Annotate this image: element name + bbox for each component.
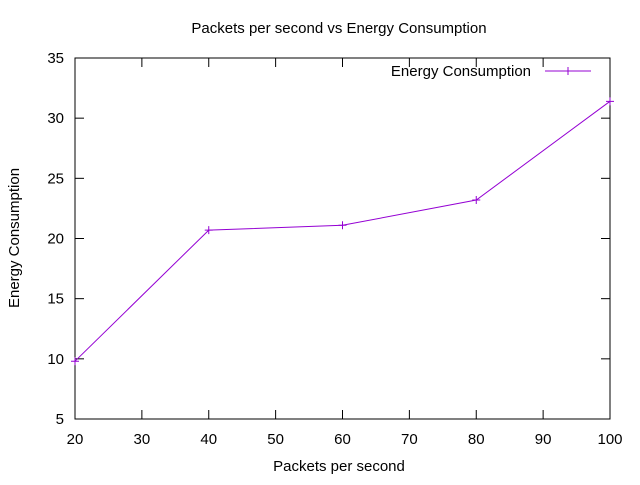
x-tick-label: 80 bbox=[468, 431, 485, 448]
data-point-marker bbox=[71, 357, 79, 366]
x-tick-label: 70 bbox=[401, 431, 418, 448]
data-point-marker bbox=[472, 195, 481, 204]
data-point-marker bbox=[204, 226, 213, 235]
x-tick-label: 20 bbox=[67, 431, 84, 448]
y-tick-label: 35 bbox=[47, 50, 64, 67]
y-tick-label: 25 bbox=[47, 170, 64, 187]
y-tick-label: 15 bbox=[47, 291, 64, 308]
x-tick-label: 60 bbox=[334, 431, 351, 448]
y-tick-label: 20 bbox=[47, 231, 64, 248]
y-tick-label: 5 bbox=[56, 411, 64, 428]
data-point-marker bbox=[338, 221, 347, 230]
axes: 20 30 40 50 60 70 80 90 100 5 10 15 20 25 30 35 bbox=[47, 50, 622, 448]
data-point-marker bbox=[606, 97, 614, 106]
legend-label: Energy Consumption bbox=[391, 63, 531, 80]
y-tick-label: 30 bbox=[47, 110, 64, 127]
x-axis-label: Packets per second bbox=[273, 458, 405, 475]
chart-title: Packets per second vs Energy Consumption bbox=[191, 20, 486, 37]
x-tick-label: 50 bbox=[267, 431, 284, 448]
x-tick-label: 100 bbox=[597, 431, 622, 448]
legend: Energy Consumption bbox=[391, 63, 591, 80]
x-tick-label: 40 bbox=[200, 431, 217, 448]
x-tick-label: 30 bbox=[134, 431, 151, 448]
x-tick-label: 90 bbox=[535, 431, 552, 448]
y-axis-label: Energy Consumption bbox=[6, 168, 23, 308]
y-tick-label: 10 bbox=[47, 351, 64, 368]
legend-marker bbox=[564, 67, 572, 75]
series-layer bbox=[71, 97, 614, 366]
